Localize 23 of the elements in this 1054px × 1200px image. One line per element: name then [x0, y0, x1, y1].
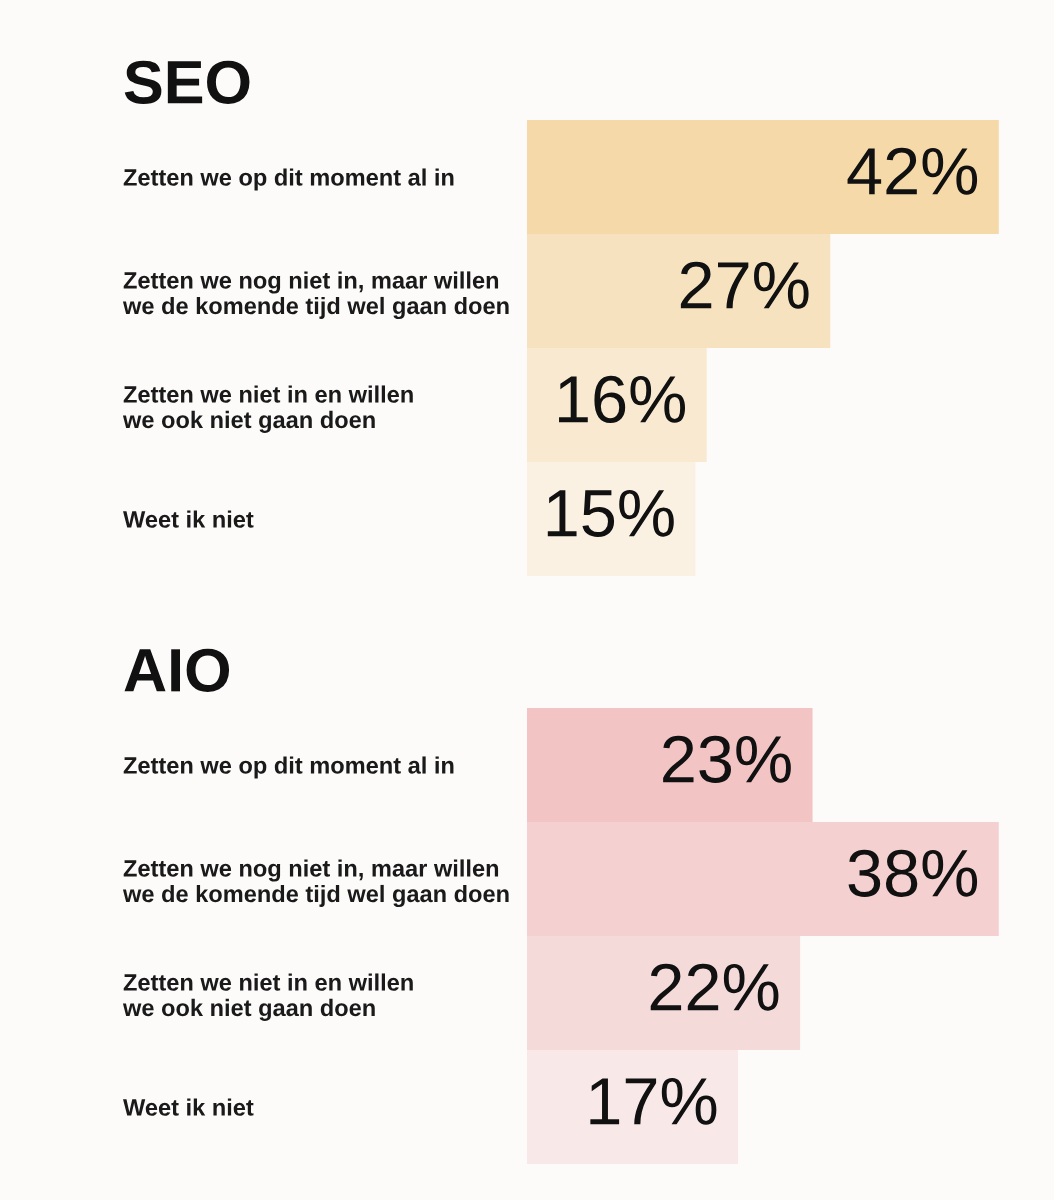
y-tick-label: Zetten we op dit moment al in: [123, 756, 454, 779]
y-tick-label: Weet ik niet: [123, 510, 254, 528]
y-tick-label: Zetten we op dit moment al in: [123, 168, 454, 191]
y-tick-label: Weet ik niet: [123, 1098, 254, 1116]
y-tick-label: Zetten we nog niet in, maar willen we de komende tijd wel gaan doen: [122, 859, 509, 908]
data-label: 38%: [848, 849, 978, 897]
data-label: 23%: [663, 735, 791, 783]
y-tick-label: Zetten we niet in en willen we ook niet gaan doen: [122, 973, 413, 1021]
bar: [527, 234, 831, 348]
y-tick-label: Zetten we nog niet in, maar willen we de komende tijd wel gaan doen: [122, 271, 509, 320]
bar: [527, 120, 999, 234]
bar: [527, 348, 707, 462]
data-label: 22%: [650, 963, 779, 1011]
data-label: 27%: [680, 261, 809, 309]
bar: [527, 1050, 739, 1164]
data-label: 42%: [847, 147, 978, 195]
chart-title: AIO: [124, 648, 230, 692]
data-label: 17%: [590, 1077, 717, 1125]
data-label: 16%: [559, 375, 686, 423]
data-label: 15%: [547, 489, 674, 537]
y-tick-label: Zetten we niet in en willen we ook niet gaan doen: [122, 385, 413, 433]
bar: [527, 462, 696, 576]
chart-title: SEO: [124, 60, 250, 104]
